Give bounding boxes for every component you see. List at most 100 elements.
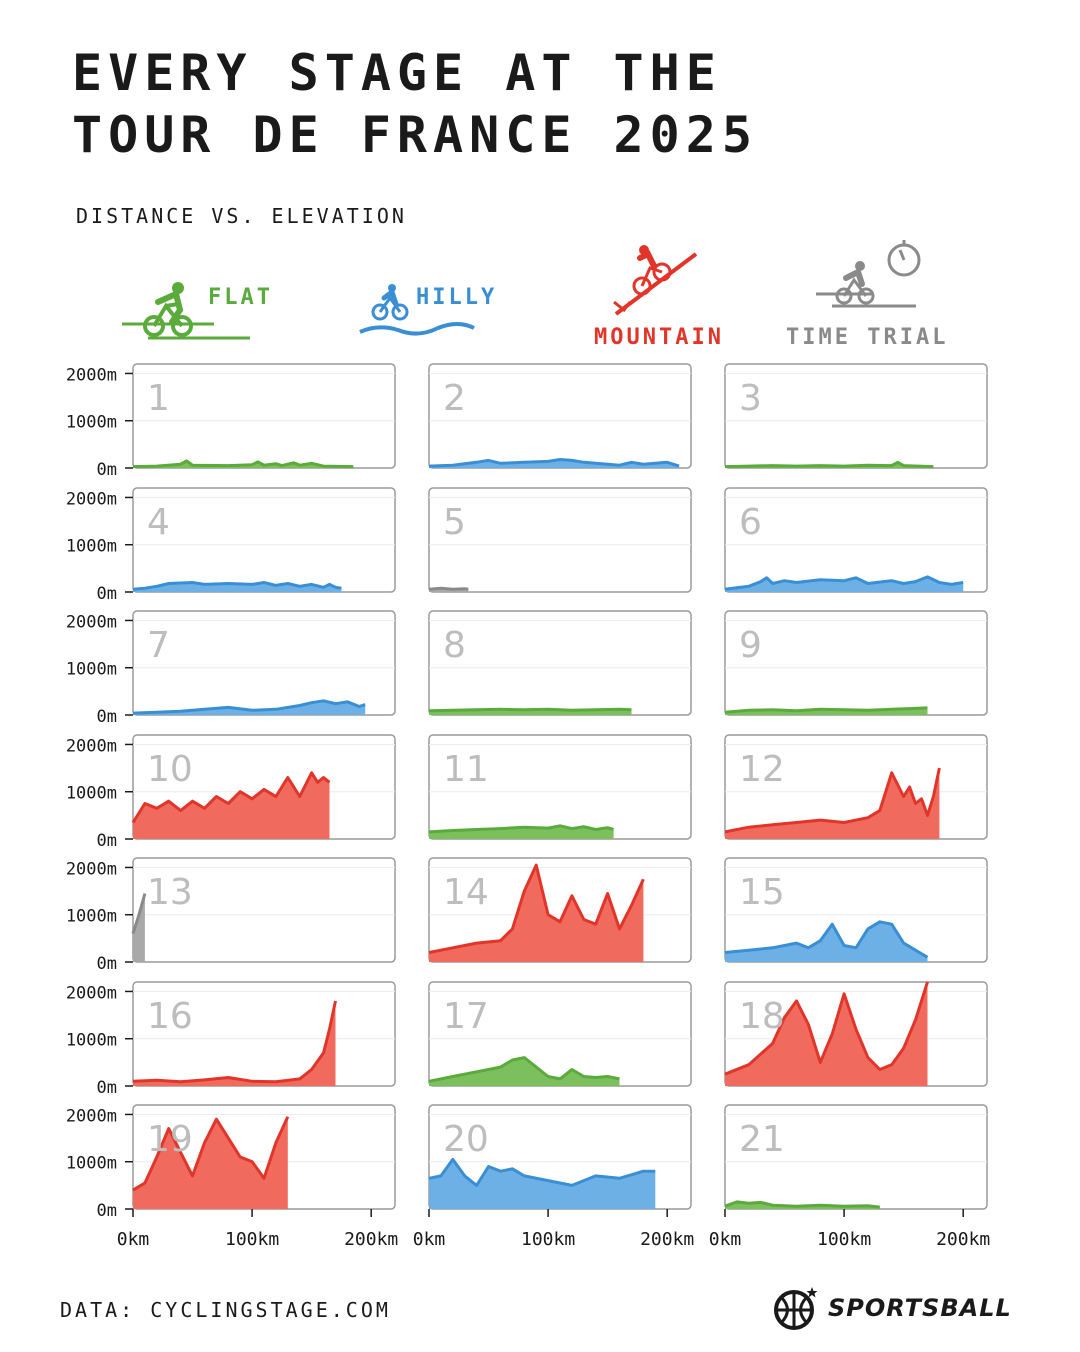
- stage-12-area: [725, 768, 940, 839]
- stage-number: 15: [739, 872, 785, 913]
- brand-name: SPORTSBALL: [828, 1294, 1012, 1322]
- y-tick-label: 0m: [97, 831, 117, 851]
- y-tick-label: 2000m: [66, 365, 117, 385]
- stage-12-line: [724, 767, 941, 834]
- stage-18-area: [725, 982, 928, 1086]
- stage-panel: [132, 487, 396, 593]
- stage-number: 21: [739, 1119, 785, 1160]
- stage-13-area: [133, 893, 145, 962]
- stage-number: 7: [147, 625, 170, 666]
- legend-mountain: MOUNTAIN: [594, 325, 724, 350]
- y-tick-label: 1000m: [66, 537, 117, 557]
- stage-number: 4: [147, 502, 170, 543]
- y-tick-label: 0m: [97, 584, 117, 604]
- x-tick-label: 0km: [709, 1229, 742, 1250]
- x-tick-label: 200km: [344, 1229, 398, 1250]
- stage-6-area: [725, 576, 964, 592]
- stage-number: 13: [147, 872, 193, 913]
- stage-panel: [724, 363, 988, 469]
- stage-11-area: [429, 825, 614, 839]
- legend-flat: FLAT: [208, 285, 273, 310]
- stage-panel: [132, 857, 396, 963]
- y-tick-label: 2000m: [66, 1106, 117, 1126]
- legend-hilly: HILLY: [416, 285, 498, 310]
- stage-15-line: [724, 920, 929, 959]
- stage-number: 17: [443, 996, 489, 1037]
- x-tick-label: 100km: [521, 1229, 575, 1250]
- legend-time-trial: TIME TRIAL: [786, 325, 949, 350]
- y-tick-label: 1000m: [66, 660, 117, 680]
- stage-number: 12: [739, 749, 785, 790]
- stage-panel: [132, 610, 396, 716]
- title-line-2: TOUR DE FRANCE 2025: [72, 106, 758, 164]
- stage-panel: [428, 487, 692, 593]
- stage-15-area: [725, 921, 928, 962]
- y-tick-label: 2000m: [66, 489, 117, 509]
- stage-1-line: [132, 459, 354, 469]
- y-tick-label: 2000m: [66, 612, 117, 632]
- y-tick-label: 1000m: [66, 907, 117, 927]
- y-tick-label: 1000m: [66, 413, 117, 433]
- mountain-cyclist-icon: [613, 245, 698, 316]
- stage-14-area: [429, 865, 644, 962]
- stage-number: 11: [443, 749, 489, 790]
- stage-number: 16: [147, 996, 193, 1037]
- stage-10-area: [133, 772, 330, 839]
- stage-17-area: [429, 1057, 620, 1086]
- stage-number: 19: [147, 1119, 193, 1160]
- y-tick-label: 0m: [97, 1078, 117, 1098]
- stage-21-line: [724, 1200, 880, 1209]
- y-tick-label: 0m: [97, 460, 117, 480]
- x-tick-label: 0km: [413, 1229, 446, 1250]
- stage-17-line: [428, 1056, 620, 1083]
- stage-panel: [428, 363, 692, 469]
- stage-8-line: [428, 707, 632, 713]
- stage-number: 1: [147, 378, 170, 419]
- stage-19-line: [132, 1116, 290, 1192]
- y-tick-label: 0m: [97, 1201, 117, 1221]
- stage-number: 20: [443, 1119, 489, 1160]
- x-tick-label: 100km: [817, 1229, 871, 1250]
- stage-2-line: [428, 458, 680, 468]
- y-tick-label: 0m: [97, 707, 117, 727]
- stage-number: 5: [443, 502, 466, 543]
- x-tick-label: 200km: [640, 1229, 694, 1250]
- stage-9-line: [724, 706, 928, 714]
- stage-number: 8: [443, 625, 466, 666]
- y-tick-label: 2000m: [66, 983, 117, 1003]
- stage-9-area: [725, 707, 928, 715]
- y-tick-label: 1000m: [66, 784, 117, 804]
- hilly-cyclist-icon: [359, 284, 475, 336]
- data-source: DATA: CYCLINGSTAGE.COM: [60, 1298, 391, 1322]
- stage-number: 10: [147, 749, 193, 790]
- stage-11-line: [428, 824, 615, 834]
- stage-panel: [724, 610, 988, 716]
- stage-4-line: [132, 581, 342, 591]
- stage-number: 3: [739, 378, 762, 419]
- x-tick-label: 200km: [936, 1229, 990, 1250]
- stage-3-line: [724, 460, 934, 469]
- brand-logo: SPORTSBALL: [772, 1284, 1012, 1332]
- stage-number: 6: [739, 502, 762, 543]
- basketball-icon: [774, 1287, 818, 1330]
- y-tick-label: 2000m: [66, 736, 117, 756]
- stage-number: 18: [739, 996, 785, 1037]
- x-tick-label: 100km: [225, 1229, 279, 1250]
- stage-number: 14: [443, 872, 489, 913]
- stage-number: 9: [739, 625, 762, 666]
- chart-subtitle: DISTANCE VS. ELEVATION: [76, 204, 407, 228]
- stage-number: 2: [443, 378, 466, 419]
- title-line-1: EVERY STAGE AT THE: [72, 44, 722, 102]
- y-tick-label: 2000m: [66, 859, 117, 879]
- y-tick-label: 1000m: [66, 1031, 117, 1051]
- stage-16-area: [133, 1000, 336, 1086]
- stage-10-line: [131, 771, 331, 824]
- stage-20-line: [428, 1157, 656, 1187]
- chart-title: EVERY STAGE AT THE TOUR DE FRANCE 2025: [72, 42, 758, 166]
- stage-13-line: [131, 893, 147, 935]
- x-tick-label: 0km: [117, 1229, 150, 1250]
- y-tick-label: 0m: [97, 954, 117, 974]
- stage-6-line: [724, 575, 964, 591]
- stage-16-line: [132, 1000, 337, 1084]
